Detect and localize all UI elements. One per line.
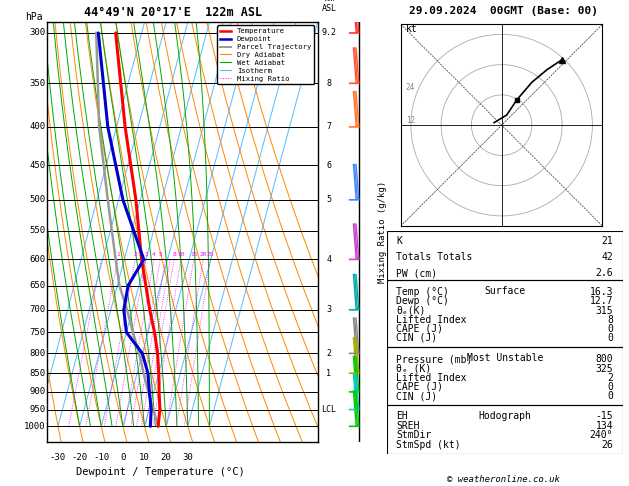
Text: 134: 134 (596, 421, 613, 431)
Text: 42: 42 (601, 252, 613, 262)
Text: 2: 2 (133, 252, 137, 257)
Text: 16.3: 16.3 (590, 287, 613, 297)
Text: CIN (J): CIN (J) (396, 333, 437, 343)
Text: StmSpd (kt): StmSpd (kt) (396, 440, 461, 450)
Text: 0: 0 (608, 382, 613, 392)
Text: 7: 7 (326, 122, 331, 131)
Bar (387, 280, 623, 347)
Text: CIN (J): CIN (J) (396, 391, 437, 401)
Text: 20: 20 (199, 252, 207, 257)
Text: 0: 0 (608, 391, 613, 401)
Text: 3: 3 (326, 305, 331, 314)
Text: 0: 0 (608, 333, 613, 343)
Text: StmDir: StmDir (396, 431, 431, 440)
Text: 10: 10 (177, 252, 185, 257)
Text: 800: 800 (596, 354, 613, 364)
Text: 240°: 240° (590, 431, 613, 440)
Text: 20: 20 (161, 453, 172, 462)
Text: Surface: Surface (484, 286, 525, 295)
Text: 8: 8 (172, 252, 176, 257)
Text: 325: 325 (596, 364, 613, 374)
Text: EH: EH (396, 412, 408, 421)
Text: 0: 0 (608, 324, 613, 334)
Text: Temp (°C): Temp (°C) (396, 287, 449, 297)
Text: -20: -20 (72, 453, 87, 462)
Text: 12.7: 12.7 (590, 296, 613, 307)
Text: 25: 25 (207, 252, 214, 257)
Text: -10: -10 (93, 453, 109, 462)
Text: Dewp (°C): Dewp (°C) (396, 296, 449, 307)
Text: 2.6: 2.6 (596, 268, 613, 278)
Text: -30: -30 (50, 453, 66, 462)
Text: 800: 800 (30, 349, 46, 358)
Text: 0: 0 (120, 453, 126, 462)
Text: 350: 350 (30, 79, 46, 88)
Text: 8: 8 (608, 315, 613, 325)
Text: 26: 26 (601, 440, 613, 450)
Text: 6: 6 (326, 161, 331, 170)
Text: 9.2: 9.2 (321, 29, 337, 37)
Text: Lifted Index: Lifted Index (396, 373, 467, 383)
Text: km
ASL: km ASL (321, 0, 337, 14)
Text: 8: 8 (326, 79, 331, 88)
Text: 24: 24 (406, 83, 415, 92)
Text: 21: 21 (601, 236, 613, 246)
Text: θₑ(K): θₑ(K) (396, 306, 426, 315)
Text: Pressure (mb): Pressure (mb) (396, 354, 472, 364)
Text: 300: 300 (30, 29, 46, 37)
Text: PW (cm): PW (cm) (396, 268, 437, 278)
Text: 44°49'N 20°17'E  122m ASL: 44°49'N 20°17'E 122m ASL (84, 6, 262, 19)
Text: Hodograph: Hodograph (478, 411, 532, 421)
Text: 4: 4 (326, 255, 331, 264)
Text: kt: kt (406, 24, 418, 34)
Text: 750: 750 (30, 328, 46, 337)
Text: 15: 15 (190, 252, 198, 257)
Text: CAPE (J): CAPE (J) (396, 382, 443, 392)
Text: θₑ (K): θₑ (K) (396, 364, 431, 374)
Text: hPa: hPa (25, 12, 43, 22)
Text: 4: 4 (152, 252, 156, 257)
Text: LCL: LCL (321, 405, 337, 414)
Text: 1: 1 (326, 369, 331, 378)
Text: 700: 700 (30, 305, 46, 314)
Text: © weatheronline.co.uk: © weatheronline.co.uk (447, 474, 560, 484)
Text: 1: 1 (116, 252, 120, 257)
Text: 5: 5 (159, 252, 162, 257)
Legend: Temperature, Dewpoint, Parcel Trajectory, Dry Adiabat, Wet Adiabat, Isotherm, Mi: Temperature, Dewpoint, Parcel Trajectory… (217, 25, 314, 85)
Text: 2: 2 (608, 373, 613, 383)
Text: Mixing Ratio (g/kg): Mixing Ratio (g/kg) (378, 181, 387, 283)
Text: 950: 950 (30, 405, 46, 414)
Text: Lifted Index: Lifted Index (396, 315, 467, 325)
Text: 315: 315 (596, 306, 613, 315)
Text: 12: 12 (406, 116, 415, 124)
Text: 450: 450 (30, 161, 46, 170)
Text: 29.09.2024  00GMT (Base: 00): 29.09.2024 00GMT (Base: 00) (409, 6, 598, 16)
Text: 850: 850 (30, 369, 46, 378)
Text: -15: -15 (596, 412, 613, 421)
Bar (387, 231, 623, 280)
Text: Most Unstable: Most Unstable (467, 353, 543, 363)
Text: CAPE (J): CAPE (J) (396, 324, 443, 334)
Text: 500: 500 (30, 195, 46, 204)
Text: 400: 400 (30, 122, 46, 131)
Text: 650: 650 (30, 281, 46, 290)
Text: 30: 30 (182, 453, 193, 462)
Bar (387, 405, 623, 454)
Text: 1000: 1000 (25, 422, 46, 431)
Text: 900: 900 (30, 387, 46, 397)
Text: 10: 10 (139, 453, 150, 462)
Text: SREH: SREH (396, 421, 420, 431)
Text: 550: 550 (30, 226, 46, 236)
Text: 3: 3 (144, 252, 148, 257)
Text: K: K (396, 236, 402, 246)
Text: Totals Totals: Totals Totals (396, 252, 472, 262)
Bar (387, 347, 623, 405)
Text: 5: 5 (326, 195, 331, 204)
Text: 600: 600 (30, 255, 46, 264)
Text: Dewpoint / Temperature (°C): Dewpoint / Temperature (°C) (76, 468, 245, 477)
Text: 2: 2 (326, 349, 331, 358)
